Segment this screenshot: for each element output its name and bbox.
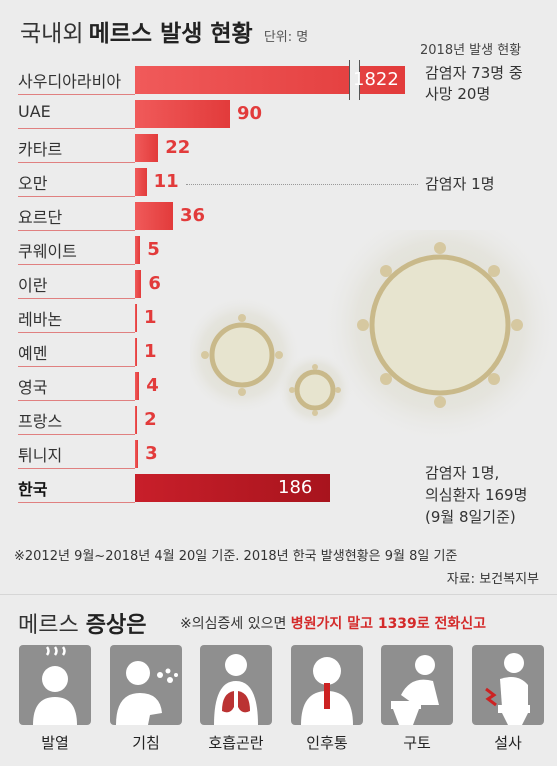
category-label: 프랑스	[18, 412, 63, 431]
bar	[135, 474, 330, 502]
leader-line	[18, 162, 135, 163]
title-part2: 메르스 발생 현황	[88, 21, 253, 47]
symptom-label-vomit: 구토	[403, 734, 431, 752]
bar	[135, 202, 173, 230]
annotation-korea-cases: 감염자 1명,	[425, 464, 500, 482]
symptoms-title-normal: 메르스	[18, 613, 79, 638]
breathing-difficulty-icon	[200, 645, 272, 725]
annotation-korea-date: (9월 8일기준)	[425, 508, 516, 526]
bar	[135, 304, 137, 332]
bar	[135, 372, 140, 400]
leader-line	[18, 434, 135, 435]
value-label: 6	[148, 273, 161, 294]
axis-break	[349, 60, 360, 100]
category-label: 카타르	[18, 140, 63, 159]
annotation-saudi-year: 2018년 발생 현황	[420, 43, 522, 58]
category-label: 예멘	[18, 344, 48, 363]
value-label: 1	[144, 341, 157, 362]
value-label: 11	[153, 171, 179, 192]
value-label: 186	[278, 477, 313, 498]
leader-line	[18, 468, 135, 469]
category-label: UAE	[18, 102, 51, 121]
category-label: 오만	[18, 174, 48, 193]
annotation-korea-suspected: 의심환자 169명	[425, 486, 528, 504]
unit-label: 단위: 명	[263, 30, 309, 45]
bar	[135, 270, 142, 298]
fever-icon	[19, 645, 91, 725]
symptoms-title: 메르스 증상은	[18, 607, 146, 639]
bar	[135, 440, 139, 468]
symptom-label-breathing: 호흡곤란	[208, 734, 264, 752]
leader-line	[18, 502, 135, 503]
diarrhea-icon	[472, 645, 544, 725]
symptom-label-diarrhea: 설사	[494, 734, 522, 752]
leader-line	[18, 298, 135, 299]
leader-line	[18, 400, 135, 401]
annotation-saudi-deaths: 사망 20명	[425, 85, 491, 103]
value-label: 5	[147, 239, 160, 260]
bar	[135, 134, 159, 162]
value-label: 4	[146, 375, 159, 396]
bar	[135, 66, 405, 94]
leader-line	[18, 230, 135, 231]
symptom-label-fever: 발열	[41, 734, 69, 752]
category-label: 영국	[18, 378, 48, 397]
leader-line	[18, 264, 135, 265]
category-label: 사우디아라비아	[18, 72, 122, 91]
leader-line	[18, 94, 135, 95]
symptom-label-sore-throat: 인후통	[306, 734, 348, 752]
leader-line	[18, 196, 135, 197]
cough-icon	[110, 645, 182, 725]
value-label: 36	[180, 205, 206, 226]
symptoms-note-red: 병원가지 말고 1339로 전화신고	[290, 616, 487, 632]
symptoms-note: ※의심증세 있으면 병원가지 말고 1339로 전화신고	[180, 613, 486, 633]
leader-line	[18, 366, 135, 367]
value-label: 22	[165, 137, 191, 158]
category-label: 요르단	[18, 208, 63, 227]
vomit-icon	[381, 645, 453, 725]
section-divider	[0, 594, 557, 595]
category-label: 레바논	[18, 310, 63, 329]
bar	[135, 100, 230, 128]
bar	[135, 338, 137, 366]
category-label: 튀니지	[18, 446, 63, 465]
symptoms-note-prefix: ※의심증세 있으면	[180, 616, 287, 632]
chart-title: 국내외 메르스 발생 현황 단위: 명	[20, 14, 308, 48]
bar	[135, 236, 141, 264]
sore-throat-icon	[291, 645, 363, 725]
annotation-oman: 감염자 1명	[425, 175, 495, 193]
leader-line	[18, 332, 135, 333]
value-label: 1	[144, 307, 157, 328]
footnote: ※2012년 9월~2018년 4월 20일 기준. 2018년 한국 발생현황…	[14, 549, 458, 564]
virus-illustration	[190, 230, 557, 445]
category-label: 한국	[18, 480, 48, 499]
source-label: 자료: 보건복지부	[446, 572, 539, 587]
value-label: 90	[237, 103, 263, 124]
value-label: 3	[145, 443, 158, 464]
leader-line	[18, 128, 135, 129]
symptoms-title-bold: 증상은	[85, 613, 147, 638]
title-part1: 국내외	[20, 21, 84, 47]
symptom-label-cough: 기침	[132, 734, 160, 752]
oman-leader-dots	[186, 184, 418, 185]
bar	[135, 168, 147, 196]
value-label: 1822	[353, 69, 399, 90]
bar	[135, 406, 138, 434]
category-label: 쿠웨이트	[18, 242, 77, 261]
value-label: 2	[144, 409, 157, 430]
annotation-saudi-cases: 감염자 73명 중	[425, 64, 523, 82]
category-label: 이란	[18, 276, 48, 295]
